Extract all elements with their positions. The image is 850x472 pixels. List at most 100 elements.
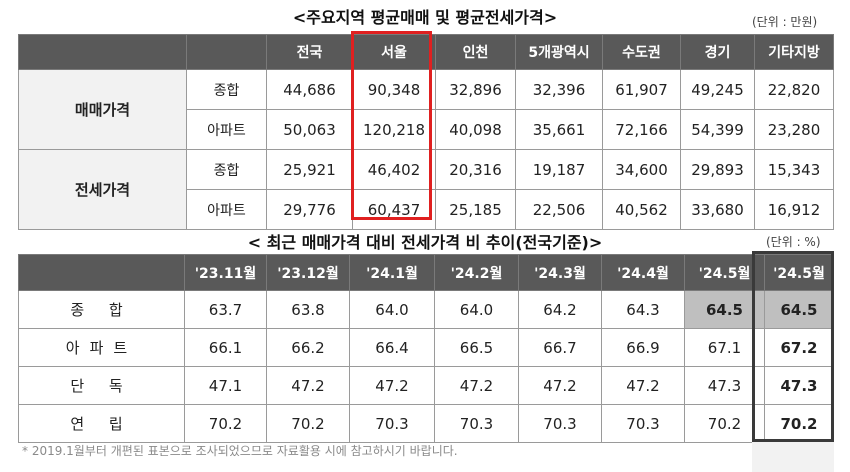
table-cell: 40,562 [602,189,681,230]
col-header-month: '24.5월 [764,254,834,291]
table-cell: 63.8 [266,290,350,329]
table-cell: 64.2 [518,290,602,329]
table1-header-empty2 [186,34,267,70]
table-cell: 32,396 [515,69,603,110]
row-label: 아파트 [18,328,185,367]
table-cell: 15,343 [754,149,834,190]
table-cell: 47.3 [684,366,765,405]
table-cell: 70.2 [184,404,267,443]
table-cell: 47.2 [601,366,685,405]
footnote: * 2019.1월부터 개편된 표본으로 조사되었으므로 자료활용 시에 참고하… [22,444,458,458]
col-header-month: '24.5월 [684,254,765,291]
col-header-month: '24.1월 [349,254,435,291]
table-cell: 47.3 [764,366,834,405]
table-cell: 64.3 [601,290,685,329]
table2-unit: (단위 : %) [766,235,821,249]
table-cell: 64.5 [684,290,765,329]
table-cell: 32,896 [435,69,516,110]
table1-title: <주요지역 평균매매 및 평균전세가격> [292,8,558,27]
table-row: 아파트 29,776 60,437 25,185 22,506 40,562 3… [19,189,834,230]
table-cell: 29,893 [680,149,755,190]
table-row: 매매가격 종합 44,686 90,348 32,896 32,396 61,9… [18,69,834,150]
row-label: 연 립 [18,404,185,443]
col-header-month: '24.4월 [601,254,685,291]
table-cell: 47.2 [434,366,519,405]
table1-header-empty [18,34,187,70]
col-header-capital: 수도권 [602,34,681,70]
table2-title: < 최근 매매가격 대비 전세가격 비 추이(전국기준)> [247,233,603,252]
col-header-month: '24.2월 [434,254,519,291]
table-row: 단 독 47.1 47.2 47.2 47.2 47.2 47.2 47.3 4… [18,366,834,405]
table-cell: 47.2 [266,366,350,405]
table-row: 아파트 66.1 66.2 66.4 66.5 66.7 66.9 67.1 6… [18,328,834,367]
table-cell: 70.3 [601,404,685,443]
col-header-other: 기타지방 [754,34,834,70]
table-cell: 120,218 [352,109,436,150]
table1-unit: (단위 : 만원) [752,15,818,29]
table-cell: 66.1 [184,328,267,367]
group-label-sale: 매매가격 [18,69,187,150]
col-header-month: '23.11월 [184,254,267,291]
table-cell: 64.5 [764,290,834,329]
table-cell: 23,280 [754,109,834,150]
row-type-label: 종합 [186,149,267,190]
table-cell: 25,921 [266,149,353,190]
table-cell: 46,402 [352,149,436,190]
table-row: 아파트 50,063 120,218 40,098 35,661 72,166 … [19,109,834,150]
table-cell: 40,098 [435,109,516,150]
table-cell: 90,348 [352,69,436,110]
table-cell: 20,316 [435,149,516,190]
table-cell: 66.4 [349,328,435,367]
table1-header-row: 전국 서울 인천 5개광역시 수도권 경기 기타지방 [18,34,834,70]
table-cell: 54,399 [680,109,755,150]
table-cell: 66.9 [601,328,685,367]
row-label: 종 합 [18,290,185,329]
price-table: 전국 서울 인천 5개광역시 수도권 경기 기타지방 매매가격 종합 44,68… [18,34,834,230]
table-cell: 22,820 [754,69,834,110]
row-type-label: 종합 [186,69,267,110]
table-row: 연 립 70.2 70.2 70.3 70.3 70.3 70.3 70.2 7… [18,404,834,443]
table-cell: 66.5 [434,328,519,367]
col-header-5-metro: 5개광역시 [515,34,603,70]
table-cell: 49,245 [680,69,755,110]
col-header-month: '24.3월 [518,254,602,291]
table-cell: 66.7 [518,328,602,367]
col-header-month: '23.12월 [266,254,350,291]
table-cell: 60,437 [352,189,436,230]
group-label-jeonse: 전세가격 [18,149,187,230]
table-cell: 19,187 [515,149,603,190]
col-header-national: 전국 [266,34,353,70]
table-cell: 16,912 [754,189,834,230]
decorative-shade [752,442,834,472]
table-cell: 64.0 [434,290,519,329]
table-row: 종 합 63.7 63.8 64.0 64.0 64.2 64.3 64.5 6… [18,290,834,329]
table-cell: 44,686 [266,69,353,110]
col-header-seoul: 서울 [352,34,436,70]
table-cell: 67.2 [764,328,834,367]
table-cell: 70.2 [764,404,834,443]
table-cell: 70.3 [349,404,435,443]
table-cell: 64.0 [349,290,435,329]
table-cell: 47.1 [184,366,267,405]
table-cell: 61,907 [602,69,681,110]
table-cell: 66.2 [266,328,350,367]
table-cell: 35,661 [515,109,603,150]
table-cell: 72,166 [602,109,681,150]
table-cell: 63.7 [184,290,267,329]
table-cell: 70.3 [434,404,519,443]
table-cell: 70.3 [518,404,602,443]
row-type-label: 아파트 [186,189,267,230]
table-cell: 47.2 [349,366,435,405]
table-cell: 70.2 [266,404,350,443]
table-cell: 70.2 [684,404,765,443]
table-cell: 67.1 [684,328,765,367]
table-cell: 22,506 [515,189,603,230]
table2-header-row: '23.11월 '23.12월 '24.1월 '24.2월 '24.3월 '24… [18,254,834,291]
table-cell: 34,600 [602,149,681,190]
table-row: 전세가격 종합 25,921 46,402 20,316 19,187 34,6… [18,149,834,230]
ratio-table: '23.11월 '23.12월 '24.1월 '24.2월 '24.3월 '24… [18,254,834,443]
table-cell: 50,063 [266,109,353,150]
row-type-label: 아파트 [186,109,267,150]
table-cell: 33,680 [680,189,755,230]
row-label: 단 독 [18,366,185,405]
